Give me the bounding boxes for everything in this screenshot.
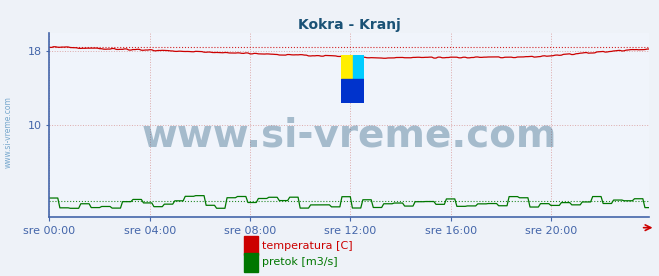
Polygon shape (353, 79, 364, 103)
Polygon shape (341, 55, 353, 79)
Text: www.si-vreme.com: www.si-vreme.com (4, 97, 13, 168)
Text: pretok [m3/s]: pretok [m3/s] (262, 257, 338, 267)
Polygon shape (341, 55, 353, 79)
Polygon shape (353, 55, 364, 79)
Polygon shape (341, 79, 353, 103)
Title: Kokra - Kranj: Kokra - Kranj (298, 18, 401, 32)
Text: www.si-vreme.com: www.si-vreme.com (142, 117, 557, 155)
Text: temperatura [C]: temperatura [C] (262, 241, 353, 251)
